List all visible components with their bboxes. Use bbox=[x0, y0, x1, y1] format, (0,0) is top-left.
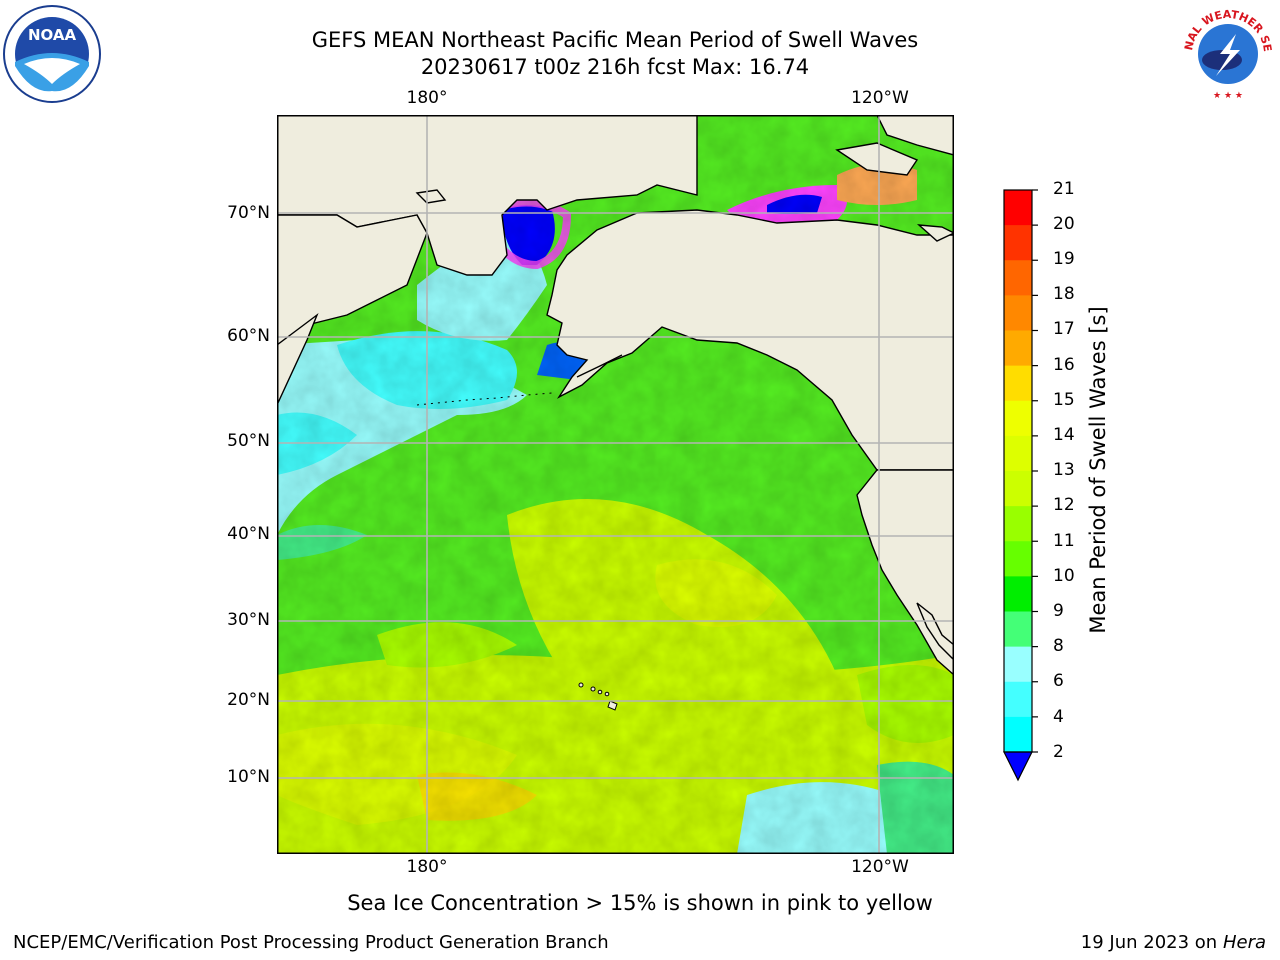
colorbar-tick: 11 bbox=[1053, 531, 1075, 551]
footer-branch: NCEP/EMC/Verification Post Processing Pr… bbox=[13, 932, 609, 953]
colorbar-tick: 15 bbox=[1053, 390, 1075, 410]
svg-text:★ ★ ★: ★ ★ ★ bbox=[1213, 91, 1243, 100]
colorbar-tick: 8 bbox=[1053, 636, 1064, 656]
colorbar-tick: 17 bbox=[1053, 319, 1075, 339]
lat-label-60n: 60°N bbox=[227, 326, 270, 346]
colorbar-tick: 18 bbox=[1053, 284, 1075, 304]
lat-label-10n: 10°N bbox=[227, 767, 270, 787]
lat-label-20n: 20°N bbox=[227, 690, 270, 710]
colorbar bbox=[1003, 189, 1038, 782]
colorbar-tick: 4 bbox=[1053, 707, 1064, 727]
footer-host: Hera bbox=[1222, 932, 1266, 953]
footer-date-text: 19 Jun 2023 on bbox=[1080, 932, 1218, 953]
chart-subtitle: 20230617 t00z 216h fcst Max: 16.74 bbox=[420, 55, 810, 79]
colorbar-segment bbox=[1004, 225, 1032, 261]
chart-title: GEFS MEAN Northeast Pacific Mean Period … bbox=[311, 28, 919, 52]
colorbar-segment bbox=[1004, 295, 1032, 331]
colorbar-tick: 2 bbox=[1053, 742, 1064, 762]
colorbar-segment bbox=[1004, 716, 1032, 753]
lon-label-top-120w: 120°W bbox=[851, 88, 909, 108]
colorbar-segment bbox=[1004, 576, 1032, 612]
lon-label-bottom-120w: 120°W bbox=[851, 857, 909, 877]
colorbar-segment bbox=[1004, 611, 1032, 648]
colorbar-tick: 9 bbox=[1053, 601, 1064, 621]
swell-period-map bbox=[277, 115, 954, 854]
colorbar-segment bbox=[1004, 681, 1032, 718]
colorbar-tick: 12 bbox=[1053, 495, 1075, 515]
lat-label-30n: 30°N bbox=[227, 610, 270, 630]
lon-label-top-180: 180° bbox=[406, 88, 448, 108]
lat-label-70n: 70°N bbox=[227, 203, 270, 223]
colorbar-tick: 13 bbox=[1053, 460, 1075, 480]
noaa-logo-text: NOAA bbox=[28, 26, 77, 44]
nws-logo: NATIONAL WEATHER SERVICE ★ ★ ★ bbox=[1178, 4, 1274, 100]
colorbar-segment bbox=[1004, 435, 1032, 472]
colorbar-segment bbox=[1004, 330, 1032, 367]
colorbar-label: Mean Period of Swell Waves [s] bbox=[1086, 306, 1110, 634]
noaa-logo: NOAA bbox=[3, 5, 101, 103]
colorbar-tick: 14 bbox=[1053, 425, 1075, 445]
colorbar-segment bbox=[1004, 541, 1032, 577]
colorbar-tick: 19 bbox=[1053, 249, 1075, 269]
colorbar-segment bbox=[1004, 400, 1032, 437]
colorbar-tick: 6 bbox=[1053, 671, 1064, 691]
colorbar-segment bbox=[1004, 190, 1032, 226]
colorbar-tick: 20 bbox=[1053, 214, 1075, 234]
colorbar-segment bbox=[1004, 506, 1032, 542]
colorbar-segment bbox=[1004, 646, 1032, 683]
colorbar-segment bbox=[1004, 365, 1032, 402]
colorbar-tick: 21 bbox=[1053, 179, 1075, 199]
lat-label-40n: 40°N bbox=[227, 524, 270, 544]
colorbar-under-arrow bbox=[1003, 751, 1033, 782]
lat-label-50n: 50°N bbox=[227, 431, 270, 451]
lon-label-bottom-180: 180° bbox=[406, 857, 448, 877]
footer-date: 19 Jun 2023 on Hera bbox=[1081, 932, 1266, 953]
colorbar-tick: 16 bbox=[1053, 355, 1075, 375]
colorbar-tick: 10 bbox=[1053, 566, 1075, 586]
colorbar-segment bbox=[1004, 471, 1032, 507]
sea-ice-caption: Sea Ice Concentration > 15% is shown in … bbox=[347, 891, 933, 915]
colorbar-segment bbox=[1004, 260, 1032, 296]
